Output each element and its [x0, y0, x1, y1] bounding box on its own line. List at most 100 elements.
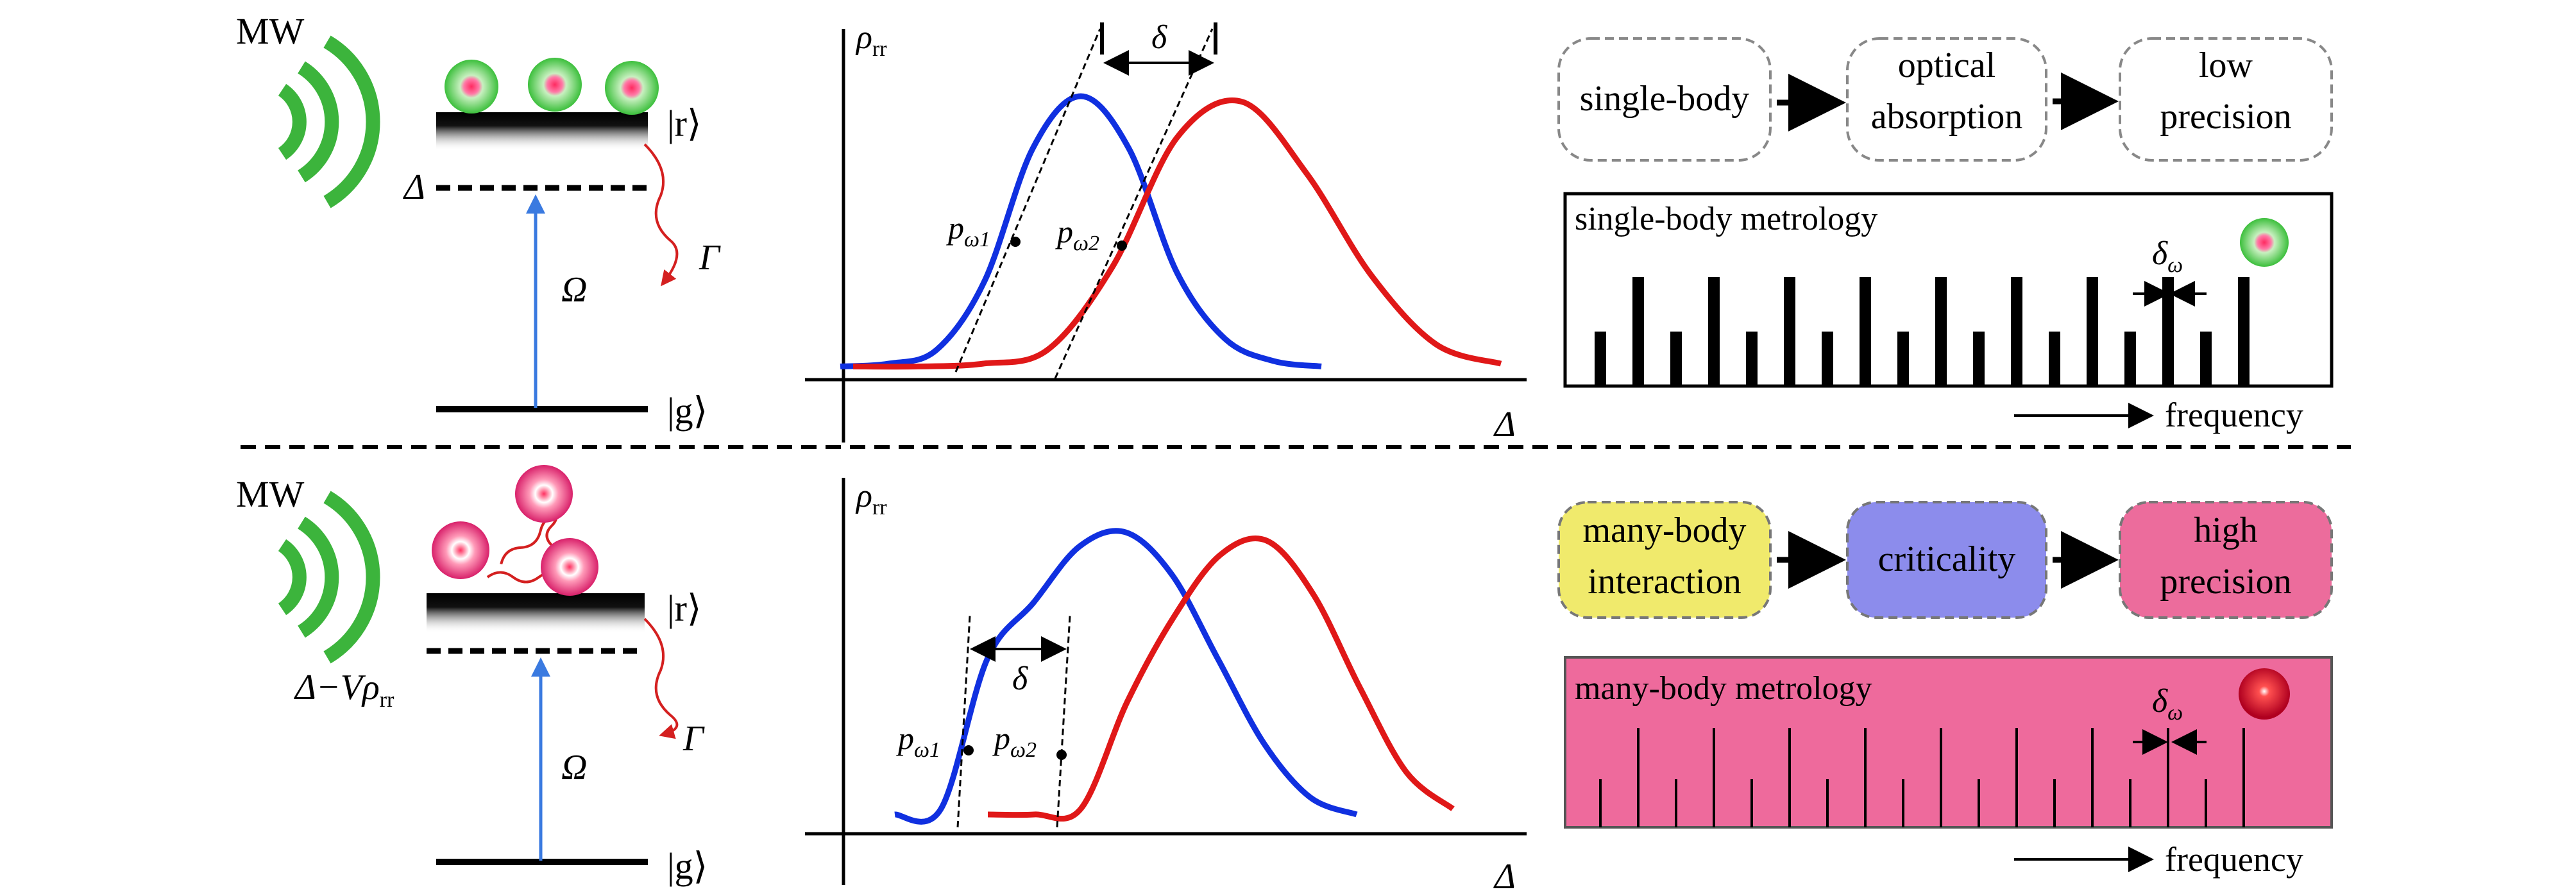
- top-frequency-label: frequency: [2165, 396, 2303, 434]
- top-metrology-bars: [1595, 277, 2250, 386]
- bottom-tangent-2: [1056, 615, 1071, 828]
- top-delta-label: δ: [1151, 19, 1167, 56]
- top-metrology-bar: [1632, 277, 1644, 386]
- bottom-decay-arrow: [643, 618, 679, 739]
- top-flow-text-1: single-body: [1580, 79, 1749, 119]
- top-mw-waves-icon: [278, 35, 380, 208]
- top-panel: MW |r⟩ Δ |g⟩ Ω Γ ρrr Δ: [236, 10, 2334, 444]
- bottom-flow: many-body interaction criticality high pre…: [1557, 501, 2333, 619]
- top-metrology-bar: [2200, 332, 2212, 386]
- top-plot-ylabel: ρrr: [855, 19, 887, 61]
- top-decay-arrow: [643, 143, 679, 287]
- flow-text-line: precision: [2160, 562, 2291, 602]
- top-metrology-bar: [2011, 277, 2022, 386]
- bottom-flow-text-2: criticality: [1878, 539, 2016, 579]
- bottom-detuning-label: Δ−Vρrr: [294, 668, 394, 712]
- flow-text-line: interaction: [1588, 562, 1741, 602]
- top-metrology-bar: [2087, 277, 2098, 386]
- top-flow-text-2: optical absorption: [1871, 46, 2022, 137]
- flow-text-line: many-body: [1582, 510, 1746, 550]
- top-ground-level-label: |g⟩: [667, 390, 708, 432]
- bottom-decay-label: Γ: [682, 719, 705, 759]
- flow-text-line: low: [2199, 46, 2253, 85]
- top-p1-point: [1010, 237, 1021, 247]
- bottom-flow-text-1: many-body interaction: [1582, 510, 1746, 602]
- top-p2-point: [1117, 240, 1127, 251]
- top-flow-text-3: low precision: [2160, 46, 2291, 137]
- top-atom-1-icon: [445, 60, 498, 114]
- flow-text-line: criticality: [1878, 539, 2016, 579]
- top-flow: single-body optical absorption low precisi…: [1557, 37, 2333, 162]
- top-metrology-bar: [1860, 277, 1871, 386]
- bottom-blue-curve: [894, 528, 1358, 825]
- top-delta-omega-label: δω: [2152, 235, 2183, 277]
- top-metrology-bar: [2049, 332, 2060, 386]
- bottom-p1-label: pω1: [896, 720, 940, 762]
- top-flow-box-2: [1846, 37, 2047, 162]
- top-metrology-atom-icon: [2240, 218, 2289, 267]
- bottom-red-curve: [987, 536, 1455, 822]
- bottom-flow-text-3: high precision: [2160, 510, 2291, 602]
- top-metrology-bar: [1897, 332, 1909, 386]
- bottom-atom-3-icon: [541, 538, 598, 596]
- bottom-rydberg-level-bar: [427, 593, 645, 633]
- bottom-p2-label: pω2: [992, 720, 1037, 762]
- top-p1-label: pω1: [946, 210, 990, 251]
- top-tangent-1: [954, 28, 1101, 373]
- bottom-ground-level-label: |g⟩: [667, 845, 708, 887]
- bottom-atom-2-icon: [432, 521, 489, 579]
- top-atom-3-icon: [605, 61, 659, 115]
- top-blue-curve: [840, 93, 1322, 369]
- top-decay-label: Γ: [699, 238, 721, 278]
- top-flow-box-1: [1557, 37, 1772, 162]
- bottom-panel: MW |r⟩ Δ−Vρrr |g⟩ Ω Γ ρrr Δ: [236, 465, 2333, 894]
- top-red-curve: [852, 97, 1502, 370]
- bottom-tangent-1: [956, 615, 971, 828]
- bottom-metrology: many-body metrology δω frequency: [1564, 656, 2333, 879]
- top-metrology-bar: [1935, 277, 1947, 386]
- bottom-p2-point: [1056, 750, 1067, 760]
- bottom-flow-box-2: [1846, 501, 2047, 619]
- top-detuning-label: Δ: [403, 167, 425, 207]
- top-metrology-bar: [1708, 277, 1720, 386]
- bottom-p1-point: [963, 745, 974, 755]
- top-rabi-label: Ω: [561, 270, 588, 310]
- top-metrology-bar: [2238, 277, 2250, 386]
- bottom-flow-box-3: [2119, 501, 2333, 619]
- flow-text-line: optical: [1898, 46, 1996, 85]
- flow-text-line: high: [2194, 510, 2258, 550]
- bottom-delta-label: δ: [1012, 661, 1028, 697]
- top-metrology-bar: [2124, 332, 2136, 386]
- bottom-metrology-atom-icon: [2239, 668, 2290, 720]
- bottom-flow-box-1: [1557, 501, 1772, 619]
- top-rydberg-level-label: |r⟩: [667, 103, 702, 144]
- top-metrology-bar: [1784, 277, 1795, 386]
- bottom-frequency-label: frequency: [2165, 840, 2303, 879]
- top-tangent-2: [1054, 28, 1214, 379]
- bottom-rabi-label: Ω: [561, 748, 588, 788]
- bottom-delta-omega-label: δω: [2152, 683, 2183, 725]
- bottom-metrology-title: many-body metrology: [1575, 670, 1872, 707]
- flow-text-line: single-body: [1580, 79, 1749, 119]
- bottom-mw-waves-icon: [278, 491, 380, 664]
- top-metrology-title: single-body metrology: [1575, 201, 1877, 237]
- bottom-mw-label: MW: [236, 473, 305, 515]
- bottom-plot: ρrr Δ δ pω1 pω2: [805, 478, 1527, 894]
- top-p2-label: pω2: [1055, 214, 1099, 255]
- bottom-atom-1-icon: [515, 465, 573, 523]
- bottom-rydberg-level-label: |r⟩: [667, 587, 702, 629]
- top-metrology-bar: [1595, 332, 1606, 386]
- bottom-plot-ylabel: ρrr: [855, 478, 887, 519]
- flow-text-line: precision: [2160, 97, 2291, 137]
- top-plot-xlabel: Δ: [1493, 405, 1516, 444]
- bottom-metrology-bars: [1599, 728, 2245, 827]
- top-metrology-bar: [1822, 332, 1833, 386]
- top-plot: ρrr Δ δ pω1 pω2: [805, 19, 1527, 444]
- flow-text-line: absorption: [1871, 97, 2022, 137]
- top-metrology: single-body metrology δω frequency: [1563, 192, 2334, 434]
- top-metrology-bar: [1973, 332, 1985, 386]
- top-metrology-bar: [1670, 332, 1682, 386]
- top-atom-2-icon: [528, 58, 582, 112]
